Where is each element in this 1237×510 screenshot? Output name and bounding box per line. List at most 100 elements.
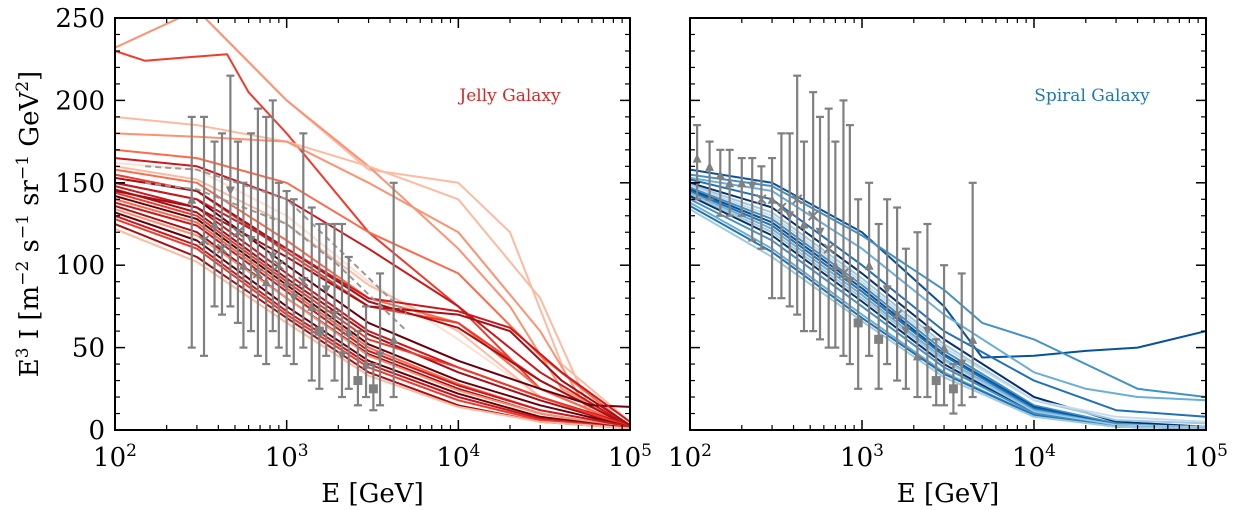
data-point-right-5 xyxy=(747,156,757,242)
data-point-left-14 xyxy=(298,132,309,349)
dashed-curve-left-0 xyxy=(145,165,408,316)
data-point-right-28 xyxy=(948,362,958,415)
model-curve-left-11 xyxy=(115,176,630,428)
panel-left: 102 103 104 105 0 50 100 150 200 250 E [GeV] Jelly … xyxy=(55,4,652,509)
data-point-left-16 xyxy=(314,222,324,390)
data-point-left-10 xyxy=(268,99,278,333)
data-point-left-25 xyxy=(389,181,399,399)
data-point-right-18 xyxy=(853,198,863,390)
model-curve-right-14 xyxy=(690,201,1206,430)
x-tick-label-left-1: 103 xyxy=(265,441,309,473)
data-point-right-20 xyxy=(874,222,884,390)
data-point-left-3 xyxy=(216,132,228,316)
data-point-left-8 xyxy=(252,107,264,357)
x-axis-label-left: E [GeV] xyxy=(321,479,423,509)
data-point-right-24 xyxy=(912,231,922,399)
y-tick-label-0: 0 xyxy=(88,416,105,446)
model-curve-right-2 xyxy=(690,176,1206,402)
model-curve-right-1 xyxy=(690,173,1206,398)
y-axis-label: E3 I [m−2 s−1 sr−1 GeV2] xyxy=(13,71,45,377)
data-point-left-9 xyxy=(261,115,271,366)
plot-area-right xyxy=(690,74,1206,430)
data-point-right-29 xyxy=(957,272,967,407)
data-point-right-27 xyxy=(939,264,949,407)
data-point-left-7 xyxy=(246,132,256,333)
model-curve-left-2 xyxy=(115,50,630,428)
model-curve-right-8 xyxy=(690,188,1206,430)
model-curve-left-21 xyxy=(115,211,630,430)
model-curve-left-22 xyxy=(115,214,630,430)
data-point-right-17 xyxy=(845,124,855,366)
data-point-left-0 xyxy=(187,115,197,349)
data-point-right-6 xyxy=(756,165,767,250)
data-point-left-1 xyxy=(198,115,210,357)
data-point-left-15 xyxy=(307,206,317,382)
model-curve-left-26 xyxy=(115,181,630,423)
y-tick-label-2: 100 xyxy=(55,251,105,281)
data-point-left-6 xyxy=(238,181,248,349)
data-point-left-13 xyxy=(289,198,299,366)
y-tick-label-1: 50 xyxy=(72,334,105,364)
data-point-left-2 xyxy=(210,140,220,308)
data-point-right-19 xyxy=(864,181,874,357)
plot-area-left xyxy=(115,18,630,430)
data-point-right-13 xyxy=(815,115,825,341)
annotation-right: Spiral Galaxy xyxy=(1034,86,1150,106)
data-point-right-12 xyxy=(807,91,819,333)
model-curve-left-5 xyxy=(115,148,630,428)
dashed-curve-left-1 xyxy=(145,181,408,332)
data-point-right-25 xyxy=(922,222,932,399)
data-point-left-17 xyxy=(321,222,331,357)
data-point-right-22 xyxy=(891,206,903,382)
data-point-right-2 xyxy=(715,148,725,217)
data-point-left-12 xyxy=(282,189,292,357)
data-point-left-19 xyxy=(337,222,347,399)
x-tick-label-right-2: 104 xyxy=(1012,441,1056,473)
data-point-right-14 xyxy=(823,107,834,349)
data-point-right-10 xyxy=(791,74,803,316)
axes-frame-right xyxy=(689,17,1207,431)
data-point-left-23 xyxy=(368,362,378,412)
data-point-left-24 xyxy=(375,272,385,407)
x-tick-label-right-3: 105 xyxy=(1184,441,1228,473)
data-point-right-3 xyxy=(725,148,735,217)
y-tick-label-5: 250 xyxy=(55,4,105,34)
panel-right: 102 103 104 105 E [GeV] Spiral Galaxy xyxy=(668,17,1228,509)
axes-frame-left xyxy=(114,17,631,431)
data-point-right-4 xyxy=(737,156,747,217)
model-curve-left-12 xyxy=(115,181,630,408)
data-point-left-22 xyxy=(361,305,371,399)
model-curve-left-18 xyxy=(115,201,630,428)
data-point-right-7 xyxy=(767,156,777,300)
data-point-left-18 xyxy=(329,222,340,382)
data-point-left-21 xyxy=(353,330,363,407)
data-point-right-23 xyxy=(901,247,911,390)
model-curve-left-15 xyxy=(115,191,630,428)
annotation-left: Jelly Galaxy xyxy=(457,86,561,106)
model-curve-left-6 xyxy=(115,157,630,428)
data-point-right-8 xyxy=(776,132,787,300)
model-curve-left-16 xyxy=(115,195,630,428)
x-tick-label-left-0: 102 xyxy=(93,441,137,473)
data-point-right-26 xyxy=(931,338,941,407)
model-curve-left-20 xyxy=(115,208,630,430)
data-point-left-4 xyxy=(225,74,235,308)
model-curve-left-27 xyxy=(115,190,630,426)
x-axis-label-right: E [GeV] xyxy=(897,479,999,509)
data-point-left-20 xyxy=(344,255,354,390)
x-tick-label-right-1: 103 xyxy=(840,441,884,473)
data-point-right-30 xyxy=(968,181,978,399)
y-tick-label-4: 200 xyxy=(55,86,105,116)
data-point-right-1 xyxy=(705,140,715,201)
x-tick-label-left-2: 104 xyxy=(436,441,480,473)
model-curve-left-25 xyxy=(115,227,630,430)
x-tick-label-left-3: 105 xyxy=(608,441,652,473)
data-point-right-9 xyxy=(785,132,795,308)
data-point-right-11 xyxy=(799,140,809,333)
data-point-left-5 xyxy=(232,140,244,324)
data-point-right-15 xyxy=(830,140,840,349)
model-curve-right-4 xyxy=(690,181,1206,428)
data-point-right-21 xyxy=(882,198,892,366)
model-curve-left-14 xyxy=(115,188,630,428)
